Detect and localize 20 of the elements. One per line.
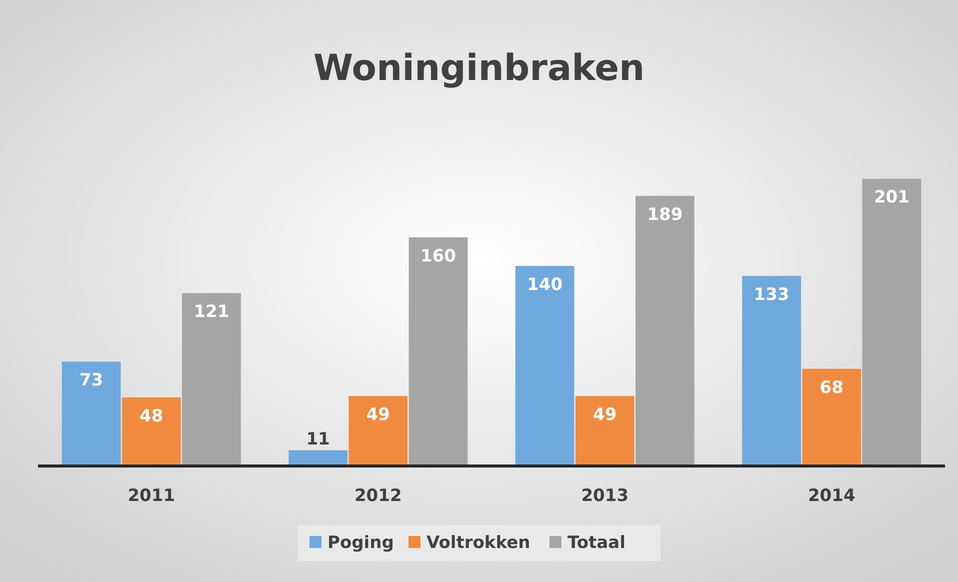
data-label: 49 <box>366 404 390 425</box>
data-label: 160 <box>420 246 456 266</box>
data-label: 73 <box>79 370 104 391</box>
legend-label: Voltrokken <box>426 533 530 553</box>
legend-label: Totaal <box>568 533 626 553</box>
chart-title: Woninginbraken <box>313 48 645 89</box>
data-label: 140 <box>527 274 563 295</box>
legend-label: Poging <box>328 533 394 553</box>
x-tick-label: 2011 <box>128 486 176 506</box>
data-label: 68 <box>820 378 844 398</box>
data-label: 133 <box>754 284 790 305</box>
x-tick-label: 2012 <box>354 486 402 506</box>
x-tick-label: 2013 <box>581 486 629 506</box>
data-label: 49 <box>593 404 617 425</box>
x-tick-label: 2014 <box>808 486 856 506</box>
data-label: 121 <box>194 302 230 322</box>
data-label: 48 <box>140 406 164 426</box>
data-label: 201 <box>874 188 910 208</box>
data-label: 189 <box>647 204 683 225</box>
data-label: 11 <box>306 429 330 450</box>
